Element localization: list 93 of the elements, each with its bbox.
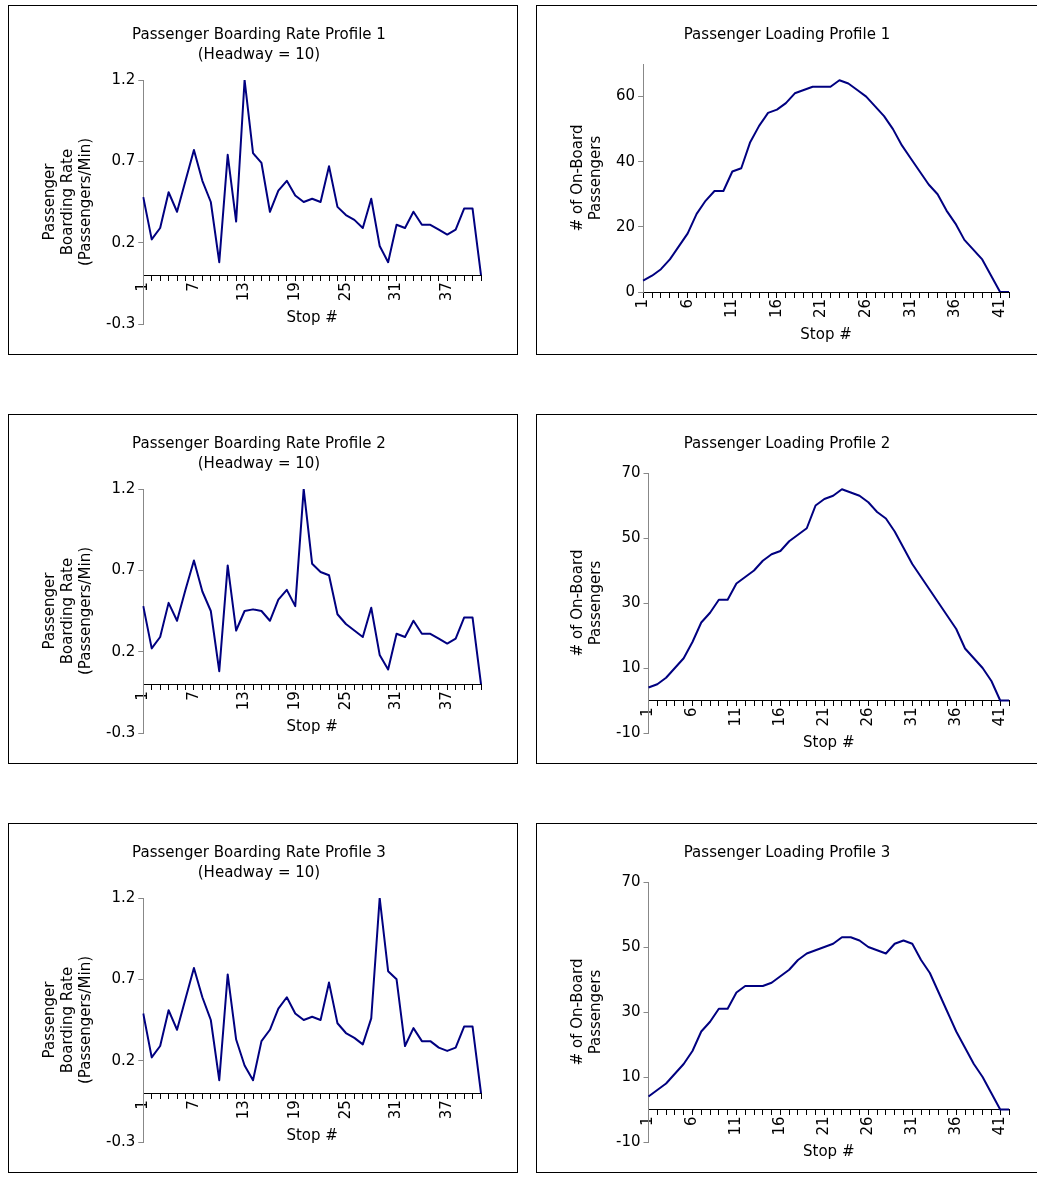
y-tick-label: 10 xyxy=(621,657,641,676)
x-tick-label: 13 xyxy=(234,1100,253,1120)
x-tick-label: 7 xyxy=(183,1100,202,1110)
x-tick-label: 36 xyxy=(946,1116,965,1136)
y-tick-label: 0.7 xyxy=(111,151,136,170)
chart-subtitle: (Headway = 10) xyxy=(197,44,321,63)
y-tick-label: 0 xyxy=(625,281,636,300)
x-axis-title: Stop # xyxy=(803,733,855,752)
x-tick-label: 21 xyxy=(811,299,830,319)
chart-title: Passenger Loading Profile 1 xyxy=(683,24,891,43)
y-tick-label: 1.2 xyxy=(111,887,136,906)
x-tick-label: 36 xyxy=(946,707,965,727)
x-tick-label: 25 xyxy=(335,282,354,302)
chart-title: Passenger Loading Profile 2 xyxy=(683,433,891,452)
x-tick-label: 13 xyxy=(234,282,253,302)
x-tick-label: 31 xyxy=(386,691,405,711)
y-axis-title: # of On-Board Passengers xyxy=(567,958,604,1066)
y-axis-title: # of On-Board Passengers xyxy=(567,549,604,657)
x-tick-label: 26 xyxy=(858,707,877,727)
y-tick-label: 20 xyxy=(615,216,636,235)
chart-title: Passenger Boarding Rate Profile 3 xyxy=(132,842,386,861)
x-tick-label: 6 xyxy=(682,707,701,718)
chart-title: Passenger Loading Profile 3 xyxy=(683,842,891,861)
y-tick-label: 70 xyxy=(621,871,641,890)
y-tick-label: -0.3 xyxy=(105,313,136,332)
x-tick-label: 31 xyxy=(386,282,405,302)
x-tick-label: 6 xyxy=(677,299,696,309)
x-tick-label: 11 xyxy=(722,299,741,319)
x-tick-label: 31 xyxy=(900,299,919,319)
x-tick-label: 1 xyxy=(133,1100,152,1110)
y-tick-label: 60 xyxy=(615,86,636,105)
x-tick-label: 26 xyxy=(856,299,875,319)
x-tick-label: 25 xyxy=(335,691,354,711)
x-tick-label: 11 xyxy=(726,1116,745,1136)
x-tick-label: 41 xyxy=(990,707,1009,727)
x-tick-label: 21 xyxy=(814,1116,833,1136)
y-tick-label: 30 xyxy=(621,592,641,611)
y-tick-label: -10 xyxy=(616,1131,641,1150)
x-tick-label: 21 xyxy=(814,707,833,727)
x-tick-label: 37 xyxy=(437,1100,456,1120)
x-tick-label: 6 xyxy=(682,1116,701,1127)
x-tick-label: 41 xyxy=(989,299,1008,319)
y-tick-label: 0.7 xyxy=(111,969,136,988)
y-tick-label: 1.2 xyxy=(111,478,136,497)
y-tick-label: -0.3 xyxy=(105,722,136,741)
x-tick-label: 13 xyxy=(234,691,253,711)
y-tick-label: 0.2 xyxy=(111,232,136,251)
x-tick-label: 1 xyxy=(133,691,152,701)
x-tick-label: 31 xyxy=(386,1100,405,1120)
x-axis-title: Stop # xyxy=(803,1142,855,1161)
x-tick-label: 16 xyxy=(770,1116,789,1136)
chart-title: Passenger Boarding Rate Profile 2 xyxy=(132,433,386,452)
x-tick-label: 36 xyxy=(945,299,964,319)
y-tick-label: -0.3 xyxy=(105,1131,136,1150)
x-tick-label: 7 xyxy=(183,282,202,292)
chart-subtitle: (Headway = 10) xyxy=(197,862,321,881)
x-tick-label: 1 xyxy=(632,299,651,309)
y-axis-title: Passenger Boarding Rate (Passengers/Min) xyxy=(39,137,94,267)
y-tick-label: -10 xyxy=(616,722,641,741)
y-tick-label: 10 xyxy=(621,1066,641,1085)
x-tick-label: 1 xyxy=(133,282,152,292)
x-axis-title: Stop # xyxy=(800,324,852,343)
y-tick-label: 30 xyxy=(621,1001,641,1020)
chart-title: Passenger Boarding Rate Profile 1 xyxy=(132,24,386,43)
y-axis-title: Passenger Boarding Rate (Passengers/Min) xyxy=(39,955,94,1085)
x-tick-label: 31 xyxy=(902,1116,921,1136)
x-tick-label: 19 xyxy=(285,691,304,711)
x-tick-label: 31 xyxy=(902,707,921,727)
y-axis-title: Passenger Boarding Rate (Passengers/Min) xyxy=(39,546,94,676)
x-tick-label: 19 xyxy=(285,282,304,302)
x-tick-label: 19 xyxy=(285,1100,304,1120)
y-tick-label: 50 xyxy=(621,527,641,546)
x-tick-label: 7 xyxy=(183,691,202,701)
y-tick-label: 70 xyxy=(621,462,641,481)
x-axis-title: Stop # xyxy=(286,717,338,736)
x-axis-title: Stop # xyxy=(286,308,338,327)
y-tick-label: 40 xyxy=(615,151,636,170)
x-tick-label: 37 xyxy=(437,691,456,711)
y-tick-label: 0.2 xyxy=(111,1050,136,1069)
y-axis-title: # of On-Board Passengers xyxy=(567,124,604,232)
x-tick-label: 25 xyxy=(335,1100,354,1120)
y-tick-label: 0.7 xyxy=(111,560,136,579)
x-tick-label: 16 xyxy=(766,299,785,319)
x-tick-label: 11 xyxy=(726,707,745,727)
y-tick-label: 1.2 xyxy=(111,69,136,88)
x-tick-label: 26 xyxy=(858,1116,877,1136)
y-tick-label: 50 xyxy=(621,936,641,955)
x-tick-label: 16 xyxy=(770,707,789,727)
y-tick-label: 0.2 xyxy=(111,641,136,660)
x-tick-label: 41 xyxy=(990,1116,1009,1136)
x-axis-title: Stop # xyxy=(286,1126,338,1145)
x-tick-label: 37 xyxy=(437,282,456,302)
chart-subtitle: (Headway = 10) xyxy=(197,453,321,472)
